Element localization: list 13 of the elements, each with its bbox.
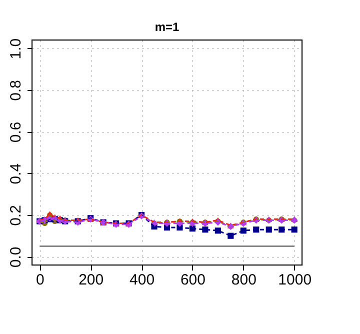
y-tick-label: 0.4 [8,163,24,184]
y-tick-label: 0.6 [8,122,24,143]
y-tick-label: 0.0 [8,246,24,268]
x-tick-label: 600 [180,272,206,288]
x-tick-label: 0 [36,272,44,288]
x-tick-label: 400 [130,272,155,288]
x-tick-label: 800 [231,272,256,288]
x-tick-label: 1000 [278,272,312,288]
chart-title: m=1 [154,20,180,34]
y-tick-label: 1.0 [8,38,24,60]
y-tick-label: 0.2 [8,205,24,226]
y-tick-label: 0.8 [8,80,24,101]
x-tick-label: 200 [78,272,104,288]
